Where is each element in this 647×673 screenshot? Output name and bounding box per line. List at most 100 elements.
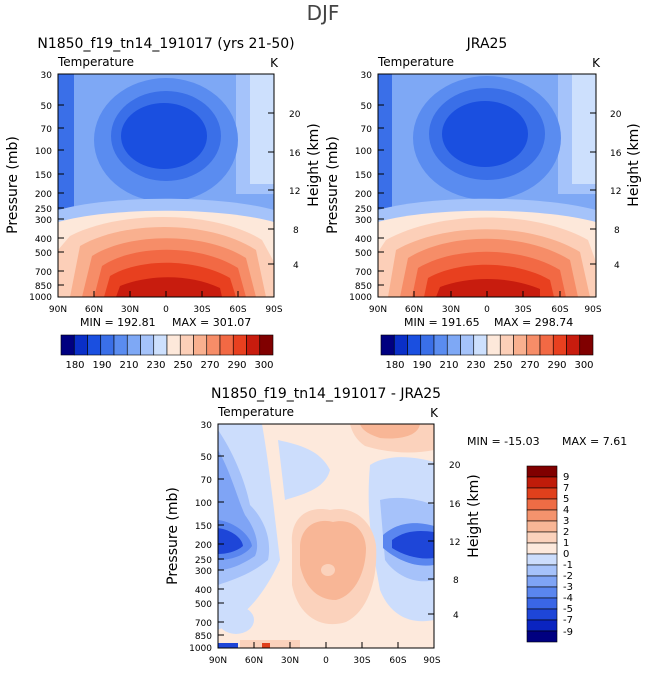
colorbar-swatch xyxy=(393,334,408,356)
colorbar-label: 300 xyxy=(254,360,273,371)
x-tick-label: 90S xyxy=(584,305,601,315)
colorbar-label: 5 xyxy=(563,494,569,505)
y-tick-label: 150 xyxy=(195,522,212,532)
height-tick-label: 16 xyxy=(610,149,622,159)
x-tick-label: 60S xyxy=(229,305,246,315)
colorbar-swatch xyxy=(73,334,88,356)
y-tick-label: 30 xyxy=(361,71,373,81)
colorbar-swatch xyxy=(433,334,448,356)
stat-max: MAX = 301.07 xyxy=(172,316,251,329)
y-tick-label: 100 xyxy=(355,147,372,157)
height-tick-label: 20 xyxy=(449,461,461,471)
y-tick-label: 70 xyxy=(201,476,213,486)
y-tick-label: 400 xyxy=(355,235,372,245)
colorbar-label: 300 xyxy=(574,360,593,371)
colorbar-swatch xyxy=(526,630,558,643)
colorbar-label: -9 xyxy=(563,627,573,638)
y-axis-left: 30 50 70 100 150 200 250 300 400 500 700… xyxy=(325,71,384,303)
colorbar-swatch xyxy=(100,334,115,356)
y-axis-left: 30 50 70 100 150 200 250 300 400 500 700… xyxy=(5,71,64,303)
panel-difference: N1850_f19_tn14_191017 - JRA25 Temperatur… xyxy=(165,386,627,666)
panel-model: N1850_f19_tn14_191017 (yrs 21-50) Temper… xyxy=(5,36,322,371)
colorbar-swatch xyxy=(539,334,554,356)
colorbar-label: 250 xyxy=(493,360,512,371)
colorbar-label: 9 xyxy=(563,472,569,483)
x-tick-label: 60S xyxy=(551,305,568,315)
colorbar-swatch xyxy=(526,476,558,489)
y-tick-label: 250 xyxy=(355,205,372,215)
colorbar-label: 2 xyxy=(563,527,569,538)
y-tick-label: 400 xyxy=(35,235,52,245)
colorbar-swatch xyxy=(526,520,558,533)
x-tick-label: 0 xyxy=(163,305,169,315)
y-tick-label: 70 xyxy=(41,125,53,135)
colorbar-label: 210 xyxy=(119,360,138,371)
colorbar-swatch xyxy=(60,334,75,356)
y-axis-right: 20 16 12 8 4 Height (km) xyxy=(268,110,322,271)
colorbar-label: 0 xyxy=(563,549,569,560)
colorbar-swatch xyxy=(499,334,514,356)
height-tick-label: 16 xyxy=(449,500,461,510)
x-tick-label: 90N xyxy=(49,305,67,315)
y-tick-label: 700 xyxy=(355,268,372,278)
x-axis: 90N 60N 30N 0 30S 60S 90S xyxy=(209,642,441,666)
height-tick-label: 12 xyxy=(449,538,460,548)
colorbar-label: 4 xyxy=(563,505,569,516)
colorbar-swatch xyxy=(513,334,528,356)
y-tick-label: 150 xyxy=(355,171,372,181)
y-axis-right: 20 16 12 8 4 Height (km) xyxy=(428,461,482,621)
colorbar-swatch xyxy=(246,334,261,356)
colorbar-swatch xyxy=(526,619,558,632)
y-tick-label: 250 xyxy=(195,556,212,566)
colorbar-swatch xyxy=(526,487,558,500)
contour-field xyxy=(58,74,274,297)
colorbar-swatch xyxy=(526,465,558,478)
height-tick-label: 8 xyxy=(453,576,459,586)
height-tick-label: 12 xyxy=(289,187,300,197)
colorbar-label: -7 xyxy=(563,615,573,626)
colorbar-swatch xyxy=(526,597,558,610)
y-axis-title: Pressure (mb) xyxy=(325,136,341,234)
colorbar-label: 180 xyxy=(65,360,84,371)
x-axis: 90N 60N 30N 0 30S 60S 90S xyxy=(369,291,602,315)
y-tick-label: 700 xyxy=(195,619,212,629)
colorbar-swatch xyxy=(407,334,422,356)
colorbar-swatch xyxy=(259,334,274,356)
colorbar-swatch xyxy=(87,334,102,356)
y-tick-label: 850 xyxy=(35,282,52,292)
y-tick-label: 30 xyxy=(201,421,213,431)
colorbar-swatch xyxy=(153,334,168,356)
y-tick-label: 200 xyxy=(35,190,52,200)
y-tick-label: 150 xyxy=(35,171,52,181)
panel-reanalysis: JRA25 Temperature K xyxy=(325,36,642,371)
colorbar-label: 230 xyxy=(146,360,165,371)
y-tick-label: 100 xyxy=(195,499,212,509)
colorbar-swatch xyxy=(566,334,581,356)
y-tick-label: 700 xyxy=(35,268,52,278)
colorbar xyxy=(60,334,274,356)
height-tick-label: 20 xyxy=(289,110,301,120)
colorbar-label: 230 xyxy=(466,360,485,371)
panel-title: N1850_f19_tn14_191017 - JRA25 xyxy=(211,386,441,402)
panel-subtitle-left: Temperature xyxy=(217,405,294,419)
height-tick-label: 4 xyxy=(614,261,620,271)
x-tick-label: 60N xyxy=(405,305,423,315)
colorbar-label: -1 xyxy=(563,560,573,571)
height-tick-label: 12 xyxy=(610,187,621,197)
panel-title: N1850_f19_tn14_191017 (yrs 21-50) xyxy=(37,36,294,52)
stat-max: MAX = 298.74 xyxy=(494,316,573,329)
y-tick-label: 500 xyxy=(355,249,372,259)
colorbar-swatch xyxy=(473,334,488,356)
colorbar-label: 190 xyxy=(412,360,431,371)
colorbar-swatch xyxy=(219,334,234,356)
colorbar-label: -2 xyxy=(563,571,573,582)
height-tick-label: 16 xyxy=(289,149,301,159)
height-axis-title: Height (km) xyxy=(626,123,642,206)
colorbar-label: 270 xyxy=(200,360,219,371)
x-tick-label: 90S xyxy=(265,305,282,315)
colorbar-swatch xyxy=(140,334,155,356)
height-axis-title: Height (km) xyxy=(466,474,482,557)
panel-subtitle-right: K xyxy=(592,56,601,70)
y-tick-label: 1000 xyxy=(29,293,52,303)
height-tick-label: 8 xyxy=(614,226,620,236)
